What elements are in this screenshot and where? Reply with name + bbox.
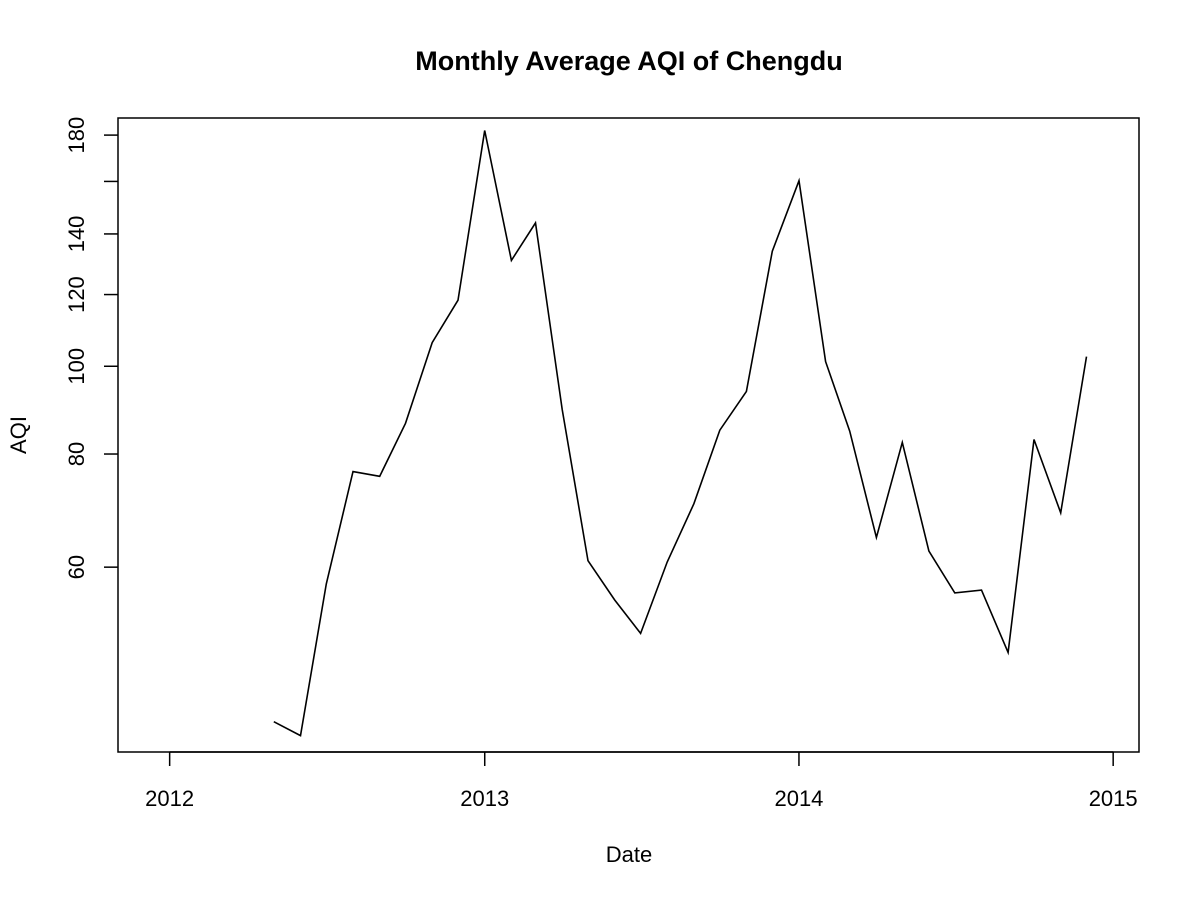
x-axis-label: Date: [606, 842, 652, 867]
series-line-0: [273, 130, 1088, 737]
series-layer: [273, 130, 1088, 737]
y-tick-label-2: 100: [64, 348, 89, 385]
x-tick-label-0: 2012: [145, 786, 194, 811]
y-axis-label: AQI: [6, 416, 31, 454]
y-tick-label-3: 120: [64, 276, 89, 313]
plot-frame: [117, 117, 1140, 753]
y-tick-label-0: 60: [64, 555, 89, 579]
x-axis: 2012 2013 2014 2015: [145, 751, 1138, 811]
x-tick-label-3: 2015: [1089, 786, 1138, 811]
y-tick-label-1: 80: [64, 442, 89, 466]
x-tick-label-1: 2013: [460, 786, 509, 811]
y-tick-label-4: 140: [64, 216, 89, 253]
x-tick-label-2: 2014: [774, 786, 823, 811]
y-tick-label-6: 180: [64, 117, 89, 154]
y-axis: 60 80 100 120 140 180: [64, 117, 118, 579]
chart-title: Monthly Average AQI of Chengdu: [415, 46, 843, 76]
